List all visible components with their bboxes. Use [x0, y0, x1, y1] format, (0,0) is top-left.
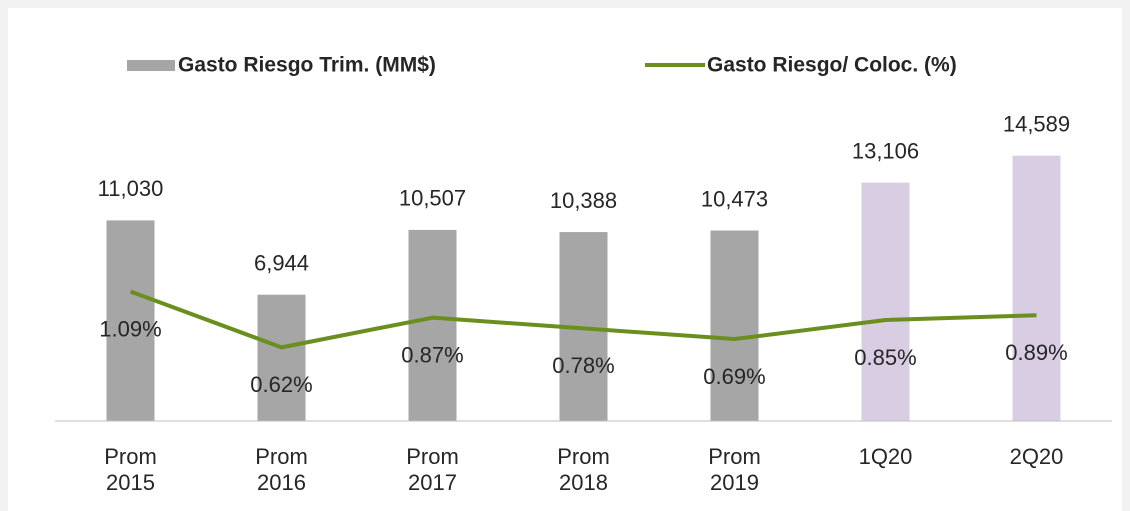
- bar: [710, 230, 759, 421]
- bar-value-label: 6,944: [254, 251, 309, 276]
- line: [129, 289, 1037, 350]
- line-value-label: 0.62%: [250, 372, 312, 397]
- line-value-label: 0.85%: [854, 345, 916, 370]
- legend-label: Gasto Riesgo/ Coloc. (%): [707, 54, 957, 77]
- bar: [861, 182, 910, 421]
- line-value-label: 0.69%: [703, 364, 765, 389]
- bar-value-label: 14,589: [1003, 111, 1070, 136]
- bar: [257, 294, 306, 421]
- x-tick-label: Prom 2015: [104, 444, 157, 495]
- bar: [1012, 155, 1061, 421]
- x-tick-label: 1Q20: [858, 444, 913, 469]
- line-value-label: 1.09%: [99, 316, 161, 341]
- x-tick-label: 2Q20: [1009, 444, 1064, 469]
- line-value-label: 0.87%: [401, 342, 463, 367]
- bar-value-label: 10,507: [399, 186, 466, 211]
- x-tick-label: Prom 2017: [406, 444, 459, 495]
- bar-value-label: 10,473: [701, 186, 768, 211]
- line-value-label: 0.89%: [1005, 340, 1067, 365]
- bar: [408, 229, 457, 421]
- bar-value-label: 11,030: [98, 176, 164, 201]
- x-tick-label: Prom 2018: [557, 444, 610, 495]
- bar-value-label: 10,388: [550, 188, 617, 213]
- bar: [106, 220, 155, 421]
- legend-swatch: [127, 60, 175, 71]
- bar-value-label: 13,106: [852, 138, 919, 163]
- x-tick-label: Prom 2016: [255, 444, 308, 495]
- x-tick-label: Prom 2019: [708, 444, 761, 495]
- line-value-label: 0.78%: [552, 353, 614, 378]
- legend-label: Gasto Riesgo Trim. (MM$): [178, 54, 436, 77]
